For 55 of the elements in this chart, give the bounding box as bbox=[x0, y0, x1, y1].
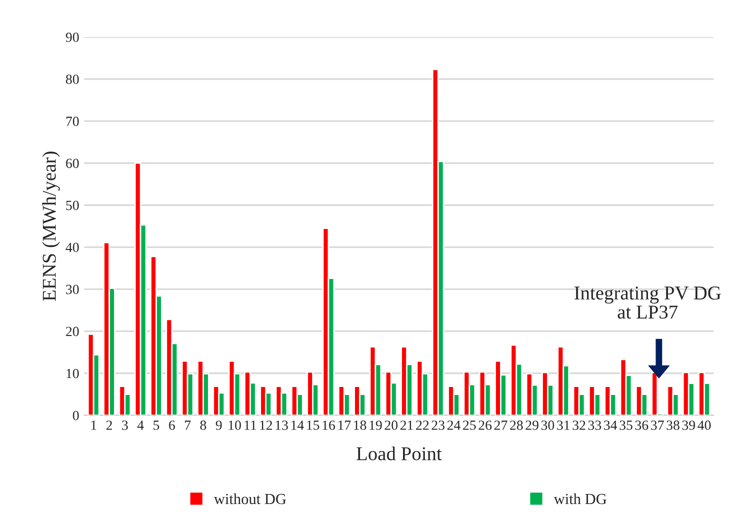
y-tick-label: 10 bbox=[66, 368, 79, 378]
x-tick-label: 38 bbox=[666, 420, 680, 430]
x-tick-label: 5 bbox=[154, 420, 160, 430]
x-tick-label: 14 bbox=[291, 420, 304, 430]
x-tick-label: 12 bbox=[260, 420, 272, 430]
x-tick-label: 22 bbox=[416, 420, 429, 430]
x-tick-label: 13 bbox=[276, 420, 288, 430]
x-tick-label: 30 bbox=[541, 420, 554, 430]
x-tick-label: 31 bbox=[557, 420, 570, 430]
x-tick-label: 4 bbox=[137, 420, 144, 430]
x-tick-label: 24 bbox=[447, 420, 460, 430]
x-tick-label: 11 bbox=[244, 420, 256, 430]
x-tick-label: 6 bbox=[169, 420, 175, 430]
x-tick-label: 35 bbox=[620, 420, 632, 430]
x-tick-label: 3 bbox=[122, 420, 128, 430]
x-tick-label: 1 bbox=[91, 420, 96, 430]
x-tick-label: 9 bbox=[216, 420, 222, 430]
x-tick-label: 27 bbox=[494, 420, 508, 430]
x-tick-label: 37 bbox=[651, 420, 664, 430]
y-tick-label: 20 bbox=[66, 326, 79, 336]
y-tick-label: 90 bbox=[66, 32, 79, 42]
x-tick-label: 20 bbox=[384, 420, 398, 430]
x-tick-label: 39 bbox=[682, 420, 696, 430]
x-tick-label: 19 bbox=[370, 420, 382, 430]
y-tick-label: 30 bbox=[66, 284, 79, 294]
x-tick-label: 2 bbox=[106, 420, 112, 430]
y-tick-label: 70 bbox=[66, 116, 79, 126]
x-tick-label: 26 bbox=[478, 420, 492, 430]
x-tick-label: 18 bbox=[354, 420, 366, 430]
y-tick-label: 40 bbox=[66, 242, 79, 252]
legend-label: with DG bbox=[554, 493, 606, 504]
y-tick-label: 50 bbox=[66, 200, 79, 210]
x-axis-title: Load Point bbox=[356, 446, 442, 460]
annotation: Integrating PV DG at LP37 bbox=[574, 286, 721, 319]
x-tick-label: 36 bbox=[635, 420, 648, 430]
x-tick-label: 17 bbox=[338, 420, 351, 430]
x-tick-label: 32 bbox=[572, 420, 586, 430]
y-tick-label: 60 bbox=[66, 158, 79, 168]
x-tick-label: 33 bbox=[588, 420, 602, 430]
x-tick-label: 23 bbox=[432, 420, 444, 430]
legend-label: without DG bbox=[214, 493, 286, 504]
y-tick-label: 80 bbox=[66, 74, 79, 84]
x-tick-label: 21 bbox=[400, 420, 413, 430]
x-tick-label: 40 bbox=[698, 420, 711, 430]
x-tick-label: 25 bbox=[463, 420, 476, 430]
y-tick-label: 0 bbox=[72, 410, 79, 420]
x-tick-label: 10 bbox=[228, 420, 241, 430]
x-tick-label: 7 bbox=[184, 420, 191, 430]
y-axis-title: EENS (MWh/year) bbox=[42, 152, 60, 301]
x-tick-label: 28 bbox=[510, 420, 523, 430]
x-tick-label: 34 bbox=[604, 420, 618, 430]
x-tick-label: 29 bbox=[526, 420, 538, 430]
x-tick-label: 16 bbox=[322, 420, 335, 430]
x-tick-label: 15 bbox=[307, 420, 320, 430]
x-tick-label: 8 bbox=[200, 420, 206, 430]
